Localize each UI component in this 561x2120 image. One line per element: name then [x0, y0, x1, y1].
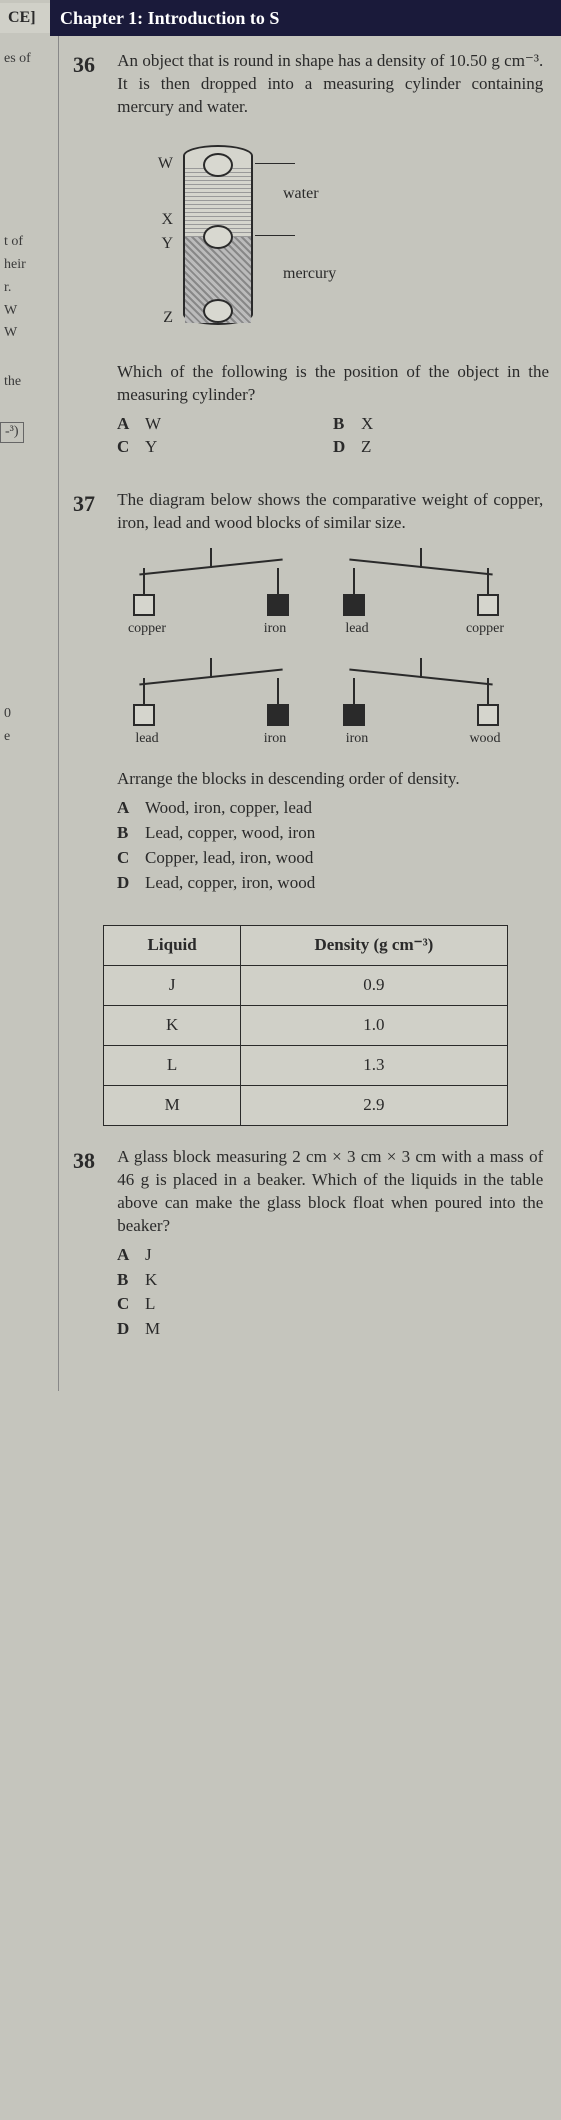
balance-3: lead iron: [121, 658, 301, 748]
opt-b: Lead, copper, wood, iron: [145, 823, 315, 842]
cylinder-diagram: W X Y Z water mercury: [103, 135, 403, 345]
table-row: M2.9: [104, 1085, 508, 1125]
chapter-title: Chapter 1: Introduction to S: [50, 0, 561, 36]
question-follow: Which of the following is the position o…: [117, 361, 549, 407]
label-w: W: [103, 153, 173, 175]
label-y: Y: [103, 233, 173, 255]
opt-b: X: [361, 414, 373, 433]
balance-4: iron wood: [331, 658, 511, 748]
opt-c: L: [145, 1294, 155, 1313]
opt-a: W: [145, 414, 161, 433]
ball-z: [203, 299, 233, 323]
fragment: the: [0, 371, 56, 394]
opt-d: Z: [361, 437, 371, 456]
fragment: es of: [0, 48, 56, 71]
left-margin-fragments: es of t of heir r. W W the -³) 0 e: [0, 36, 56, 749]
question-38: 38 A glass block measuring 2 cm × 3 cm ×…: [73, 1146, 549, 1342]
mercury-label: mercury: [283, 263, 336, 285]
fragment: -³): [0, 422, 24, 443]
options-36: AW BX CY DZ: [117, 413, 549, 459]
opt-a: Wood, iron, copper, lead: [145, 798, 312, 817]
fragment: heir: [0, 254, 56, 277]
opt-a: J: [145, 1245, 152, 1264]
options-37: AWood, iron, copper, lead BLead, copper,…: [117, 797, 549, 895]
fragment: r.: [0, 277, 56, 300]
opt-c: Y: [145, 437, 157, 456]
table-row: K1.0: [104, 1006, 508, 1046]
question-text: An object that is round in shape has a d…: [117, 50, 543, 119]
ball-xy: [203, 225, 233, 249]
question-number: 37: [73, 489, 113, 519]
balance-diagram: copper iron lead copper: [83, 548, 549, 748]
col-density: Density (g cm⁻³): [241, 926, 507, 966]
balance-1: copper iron: [121, 548, 301, 638]
fragment: 0: [0, 703, 56, 726]
header-left-label: CE]: [0, 3, 50, 33]
fragment: t of: [0, 231, 56, 254]
label-x: X: [103, 209, 173, 231]
question-37: 37 The diagram below shows the comparati…: [73, 489, 549, 896]
fragment: W: [0, 300, 56, 323]
opt-c: Copper, lead, iron, wood: [145, 848, 313, 867]
density-table: Liquid Density (g cm⁻³) J0.9 K1.0 L1.3 M…: [103, 925, 508, 1126]
table-row: L1.3: [104, 1045, 508, 1085]
options-38: AJ BK CL DM: [117, 1244, 549, 1342]
cylinder-body: [183, 145, 253, 325]
balance-2: lead copper: [331, 548, 511, 638]
question-number: 36: [73, 50, 113, 80]
opt-d: Lead, copper, iron, wood: [145, 873, 315, 892]
opt-b: K: [145, 1270, 157, 1289]
question-text: The diagram below shows the comparative …: [117, 489, 543, 535]
question-36: 36 An object that is round in shape has …: [73, 50, 549, 459]
fragment: W: [0, 322, 56, 345]
question-follow: Arrange the blocks in descending order o…: [117, 768, 549, 791]
water-label: water: [283, 183, 319, 205]
question-text: A glass block measuring 2 cm × 3 cm × 3 …: [117, 1146, 543, 1238]
table-row: J0.9: [104, 966, 508, 1006]
chapter-header: CE] Chapter 1: Introduction to S: [0, 0, 561, 36]
question-number: 38: [73, 1146, 113, 1176]
col-liquid: Liquid: [104, 926, 241, 966]
fragment: e: [0, 726, 56, 749]
label-z: Z: [103, 307, 173, 329]
opt-d: M: [145, 1319, 160, 1338]
ball-w: [203, 153, 233, 177]
